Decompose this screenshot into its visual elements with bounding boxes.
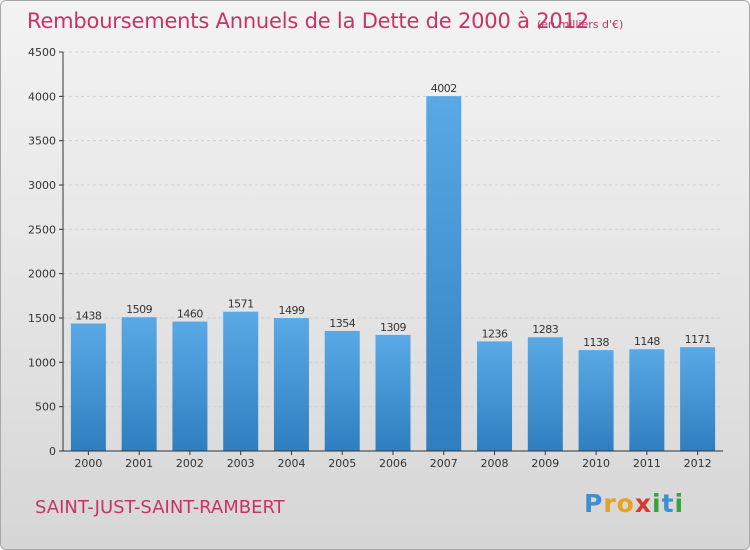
data-label: 1148 (634, 335, 660, 348)
y-tick-label: 4500 (28, 46, 56, 59)
y-tick-label: 1500 (28, 312, 56, 325)
data-label: 1309 (380, 321, 406, 334)
data-label: 1499 (278, 304, 304, 317)
bar-2001 (121, 317, 157, 451)
bar-2009 (527, 337, 563, 451)
x-tick-label: 2011 (633, 457, 661, 470)
x-tick-label: 2008 (481, 457, 509, 470)
x-tick-label: 2001 (125, 457, 153, 470)
data-label: 1171 (685, 333, 711, 346)
bar-2005 (324, 330, 360, 451)
bar-2003 (223, 311, 259, 451)
x-tick-label: 2010 (582, 457, 610, 470)
y-tick-label: 0 (49, 445, 56, 458)
x-tick-label: 2007 (430, 457, 458, 470)
data-label: 1138 (583, 336, 609, 349)
bar-2000 (70, 323, 106, 451)
x-tick-label: 2000 (74, 457, 102, 470)
x-tick-label: 2003 (227, 457, 255, 470)
axes: 0 500 1000 1500 2000 2500 3000 3500 4000 4500 2000… (28, 46, 723, 470)
bar-2011 (629, 349, 665, 451)
bar-2010 (578, 350, 614, 451)
data-label: 1283 (532, 323, 558, 336)
bar-2004 (273, 318, 309, 451)
data-label: 1509 (126, 303, 152, 316)
y-tick-label: 3000 (28, 179, 56, 192)
data-labels: 1438 1509 1460 1571 1499 1354 1309 4002 1236 1283… (75, 82, 711, 349)
y-tick-label: 2000 (28, 268, 56, 281)
bar-2006 (375, 334, 411, 451)
x-tick-label: 2004 (277, 457, 305, 470)
commune-name: SAINT-JUST-SAINT-RAMBERT (35, 497, 285, 518)
y-tick-label: 2500 (28, 223, 56, 236)
data-label: 1354 (329, 317, 355, 330)
x-tick-label: 2012 (684, 457, 712, 470)
data-label: 1438 (75, 309, 101, 322)
proxiti-logo: Proxiti (584, 489, 685, 518)
y-tick-label: 4000 (28, 90, 56, 103)
chart-title: Remboursements Annuels de la Dette de 20… (27, 9, 589, 33)
x-tick-label: 2002 (176, 457, 204, 470)
bar-2008 (477, 341, 513, 451)
data-label: 1236 (482, 327, 508, 340)
chart-unit-note: (en milliers d'€) (537, 18, 624, 31)
x-tick-label: 2009 (531, 457, 559, 470)
data-label: 4002 (431, 82, 457, 95)
bar-2012 (680, 347, 716, 451)
data-label: 1571 (228, 298, 254, 311)
bar-2002 (172, 321, 208, 451)
y-tick-label: 1000 (28, 356, 56, 369)
x-tick-label: 2006 (379, 457, 407, 470)
data-label: 1460 (177, 308, 203, 321)
x-tick-label: 2005 (328, 457, 356, 470)
bars (70, 96, 716, 451)
y-tick-label: 500 (35, 401, 56, 414)
y-tick-label: 3500 (28, 135, 56, 148)
bar-2007 (426, 96, 462, 451)
